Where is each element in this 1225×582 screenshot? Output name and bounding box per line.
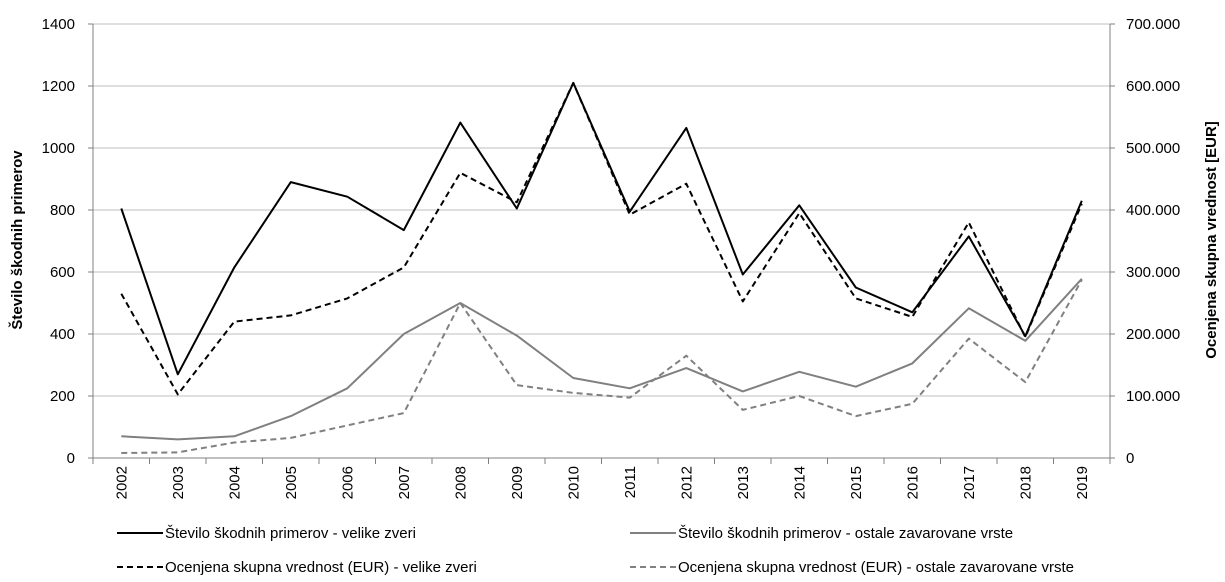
x-tick-label: 2014 xyxy=(791,466,808,499)
series-line-2 xyxy=(121,278,1083,441)
series-line-3 xyxy=(120,81,1083,396)
legend-label: Število škodnih primerov - velike zveri xyxy=(165,525,416,542)
left-axis-ticks: 0 200 400 600 800 1000 1200 1400 xyxy=(42,16,75,467)
left-tick-label: 1400 xyxy=(42,16,75,33)
axes xyxy=(88,23,1115,464)
series-line-1 xyxy=(120,81,1083,376)
left-axis-title: Število škodnih primerov xyxy=(8,150,26,330)
left-tick-label: 400 xyxy=(50,326,75,343)
right-axis-ticks: 0 100.000 200.000 300.000 400.000 500.000 600.… xyxy=(1126,16,1180,467)
right-axis-title: Ocenjena skupna vrednost [EUR] xyxy=(1203,121,1220,359)
x-tick-label: 2019 xyxy=(1074,466,1091,499)
x-tick-label: 2004 xyxy=(226,466,243,499)
right-tick-label: 0 xyxy=(1126,450,1134,467)
legend-label: Ocenjena skupna vrednost (EUR) - velike … xyxy=(165,559,477,576)
legend-label: Število škodnih primerov - ostale zavaro… xyxy=(678,525,1013,542)
x-tick-label: 2008 xyxy=(452,466,469,499)
right-tick-label: 600.000 xyxy=(1126,78,1180,95)
legend: Število škodnih primerov - velike zveri Š… xyxy=(117,525,1074,576)
x-tick-label: 2017 xyxy=(961,466,978,499)
series-lines xyxy=(120,81,1083,454)
x-tick-label: 2011 xyxy=(622,466,639,498)
x-tick-label: 2009 xyxy=(509,466,526,499)
right-tick-label: 400.000 xyxy=(1126,202,1180,219)
x-tick-label: 2018 xyxy=(1017,466,1034,499)
x-tick-label: 2005 xyxy=(283,466,300,499)
x-tick-label: 2010 xyxy=(565,466,582,499)
left-tick-label: 600 xyxy=(50,264,75,281)
left-tick-label: 0 xyxy=(67,450,75,467)
x-tick-label: 2006 xyxy=(339,466,356,499)
right-tick-label: 300.000 xyxy=(1126,264,1180,281)
x-tick-label: 2015 xyxy=(848,466,865,499)
legend-label: Ocenjena skupna vrednost (EUR) - ostale … xyxy=(678,559,1074,576)
left-tick-label: 1000 xyxy=(42,140,75,157)
x-tick-label: 2013 xyxy=(735,466,752,499)
x-tick-label: 2007 xyxy=(396,466,413,499)
x-tick-label: 2012 xyxy=(678,466,695,499)
left-tick-label: 200 xyxy=(50,388,75,405)
x-tick-label: 2002 xyxy=(113,466,130,499)
x-axis-ticks: 2002 2003 2004 2005 2006 2007 2008 2009 2010 2011… xyxy=(113,466,1091,499)
right-tick-label: 700.000 xyxy=(1126,16,1180,33)
x-tick-label: 2003 xyxy=(170,466,187,499)
right-tick-label: 500.000 xyxy=(1126,140,1180,157)
left-tick-label: 800 xyxy=(50,202,75,219)
x-tick-label: 2016 xyxy=(904,466,921,499)
right-tick-label: 100.000 xyxy=(1126,388,1180,405)
left-tick-label: 1200 xyxy=(42,78,75,95)
right-tick-label: 200.000 xyxy=(1126,326,1180,343)
gridlines xyxy=(93,23,1110,459)
series-line-4 xyxy=(121,279,1083,454)
